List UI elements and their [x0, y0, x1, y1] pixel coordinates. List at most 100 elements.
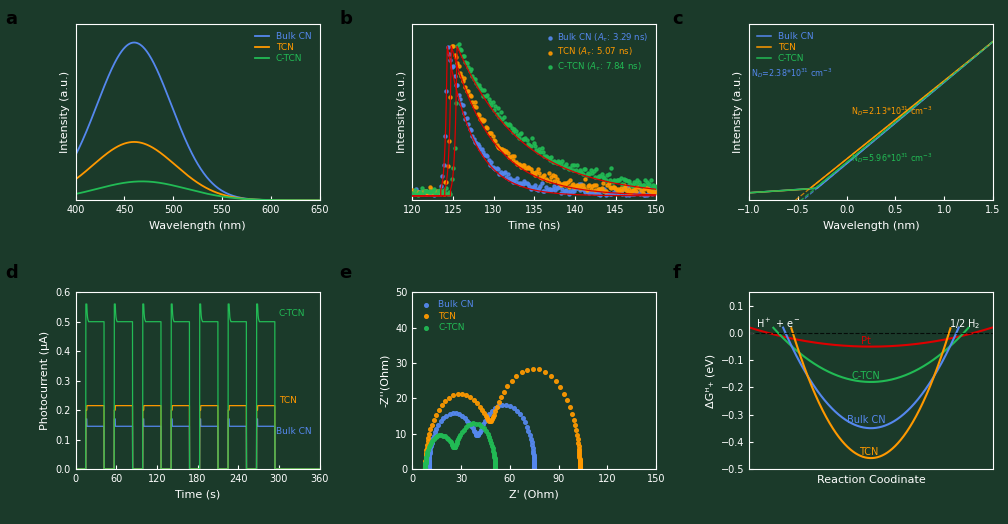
Point [570, 161, 586, 169]
Point [599, 171, 615, 179]
Point [552, 383, 569, 391]
Text: Pt: Pt [861, 336, 871, 346]
Point [450, 81, 466, 89]
Y-axis label: Intensity (a.u.): Intensity (a.u.) [60, 71, 70, 153]
Point [417, 463, 433, 471]
Point [418, 187, 434, 195]
Point [500, 121, 516, 129]
Point [479, 413, 495, 422]
Point [515, 135, 531, 143]
Point [409, 188, 425, 196]
Point [408, 190, 424, 198]
Point [423, 439, 439, 447]
Legend: Bulk CN, TCN, C-TCN: Bulk CN, TCN, C-TCN [416, 297, 478, 335]
Point [471, 81, 487, 89]
Point [417, 462, 433, 471]
Point [505, 156, 521, 165]
Point [417, 465, 433, 473]
Point [438, 411, 455, 420]
Point [500, 149, 516, 158]
Point [417, 464, 433, 473]
Point [542, 156, 558, 164]
Point [463, 422, 479, 430]
Point [420, 465, 436, 473]
Point [478, 92, 494, 101]
Point [435, 190, 452, 199]
Point [589, 181, 605, 189]
Point [420, 465, 436, 473]
Point [556, 162, 573, 171]
Point [422, 446, 438, 455]
Point [420, 462, 436, 471]
Point [415, 190, 431, 199]
Point [555, 162, 572, 171]
Point [529, 186, 545, 194]
Point [515, 414, 531, 422]
Point [430, 421, 447, 429]
Point [634, 181, 650, 189]
Point [419, 441, 435, 449]
Point [451, 91, 467, 99]
Point [448, 441, 464, 449]
Point [647, 181, 663, 190]
Point [417, 464, 433, 472]
Point [599, 181, 615, 189]
Point [548, 158, 564, 167]
Point [422, 190, 438, 199]
Point [496, 113, 512, 121]
Point [514, 368, 530, 376]
Point [427, 187, 444, 195]
Point [560, 190, 577, 198]
X-axis label: Reaction Coodinate: Reaction Coodinate [816, 475, 925, 485]
Point [426, 191, 443, 199]
Point [558, 160, 575, 168]
Point [498, 400, 514, 409]
Point [583, 188, 599, 196]
Point [468, 419, 484, 428]
Point [420, 463, 436, 472]
Point [590, 190, 606, 198]
Point [526, 458, 542, 467]
Point [443, 438, 459, 446]
Point [449, 409, 465, 418]
Point [485, 444, 501, 453]
Point [487, 464, 503, 472]
Point [426, 184, 443, 193]
Point [483, 157, 499, 166]
Point [487, 463, 503, 471]
Point [510, 160, 526, 168]
Point [453, 430, 469, 439]
Point [506, 151, 522, 160]
Point [434, 189, 451, 197]
Point [637, 191, 653, 199]
Point [485, 163, 501, 171]
Point [486, 451, 502, 459]
Point [440, 188, 457, 196]
Point [624, 181, 640, 190]
Point [413, 188, 429, 196]
Point [426, 187, 443, 195]
Point [489, 164, 505, 172]
Point [551, 179, 568, 188]
Point [636, 184, 652, 193]
Point [450, 58, 466, 67]
Point [423, 189, 439, 197]
Point [404, 188, 420, 196]
Point [519, 179, 535, 187]
Point [420, 457, 436, 466]
Point [464, 72, 480, 80]
Point [595, 179, 611, 187]
Point [568, 166, 584, 174]
Point [524, 183, 540, 191]
Point [628, 187, 644, 195]
Point [417, 464, 433, 472]
Point [594, 185, 610, 193]
Point [572, 457, 588, 465]
Point [572, 454, 588, 463]
Point [455, 52, 471, 61]
Point [508, 178, 524, 186]
Point [644, 189, 660, 198]
Point [509, 130, 525, 139]
Point [525, 183, 541, 192]
Point [551, 158, 568, 166]
